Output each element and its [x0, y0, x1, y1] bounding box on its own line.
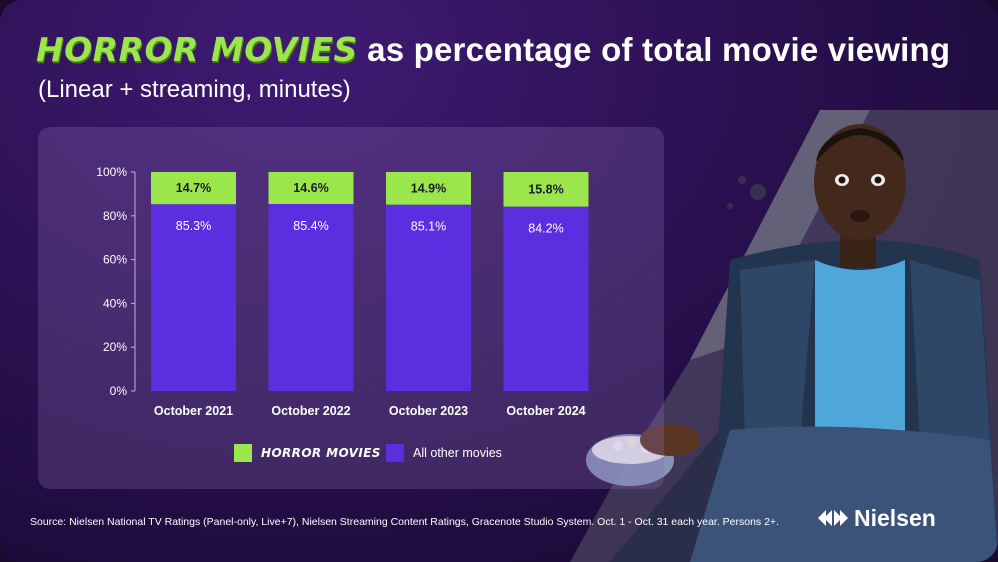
x-tick-label: October 2023	[389, 404, 468, 418]
source-note: Source: Nielsen National TV Ratings (Pan…	[30, 516, 779, 528]
bar-other-segment	[386, 204, 471, 391]
y-tick-label: 0%	[110, 384, 128, 398]
y-tick-label: 40%	[103, 296, 127, 310]
bar-other-segment	[503, 206, 589, 391]
bar-horror-segment	[268, 172, 354, 204]
legend-item-horror: HORROR MOVIES	[234, 444, 381, 462]
bar-horror-segment	[151, 172, 236, 205]
nielsen-brand: Nielsen	[818, 505, 936, 531]
data-label-horror: 14.6%	[293, 181, 328, 195]
data-label-horror: 14.7%	[176, 181, 211, 195]
legend-swatch-other	[386, 444, 404, 462]
legend-label-other: All other movies	[413, 446, 502, 460]
legend-swatch-horror	[234, 444, 252, 462]
y-tick-label: 100%	[96, 165, 127, 179]
x-tick-label: October 2021	[154, 404, 233, 418]
chart-subtitle: (Linear + streaming, minutes)	[38, 76, 351, 103]
data-label-horror: 14.9%	[411, 181, 446, 195]
legend-label-horror: HORROR MOVIES	[261, 446, 381, 460]
data-label-other: 84.2%	[528, 222, 563, 236]
brand-name: Nielsen	[854, 504, 936, 531]
bar-other-segment	[151, 204, 236, 391]
y-tick-label: 80%	[103, 209, 127, 223]
y-tick-label: 60%	[103, 253, 127, 267]
x-tick-label: October 2024	[506, 404, 585, 418]
data-label-horror: 15.8%	[528, 182, 563, 196]
bar-other-segment	[268, 203, 354, 391]
chart-title: HORROR MOVIES as percentage of total mov…	[36, 30, 950, 69]
person-popcorn-photo	[570, 110, 998, 562]
data-label-other: 85.4%	[293, 219, 328, 233]
data-label-other: 85.1%	[411, 220, 446, 234]
y-tick-label: 20%	[103, 340, 127, 354]
title-highlight: HORROR MOVIES	[36, 30, 358, 69]
nielsen-logo-icon	[818, 510, 848, 526]
stacked-bar-chart: 0% 20% 40% 60% 80% 100% 14.7% 85.3% October 2021…	[96, 165, 589, 418]
data-label-other: 85.3%	[176, 219, 211, 233]
x-tick-label: October 2022	[271, 404, 350, 418]
title-rest: as percentage of total movie viewing	[367, 31, 951, 68]
legend-item-other: All other movies	[386, 444, 502, 462]
chart-panel: 0% 20% 40% 60% 80% 100% 14.7% 85.3% October 2021…	[38, 127, 664, 489]
bar-horror-segment	[503, 172, 589, 207]
bar-horror-segment	[386, 172, 471, 205]
